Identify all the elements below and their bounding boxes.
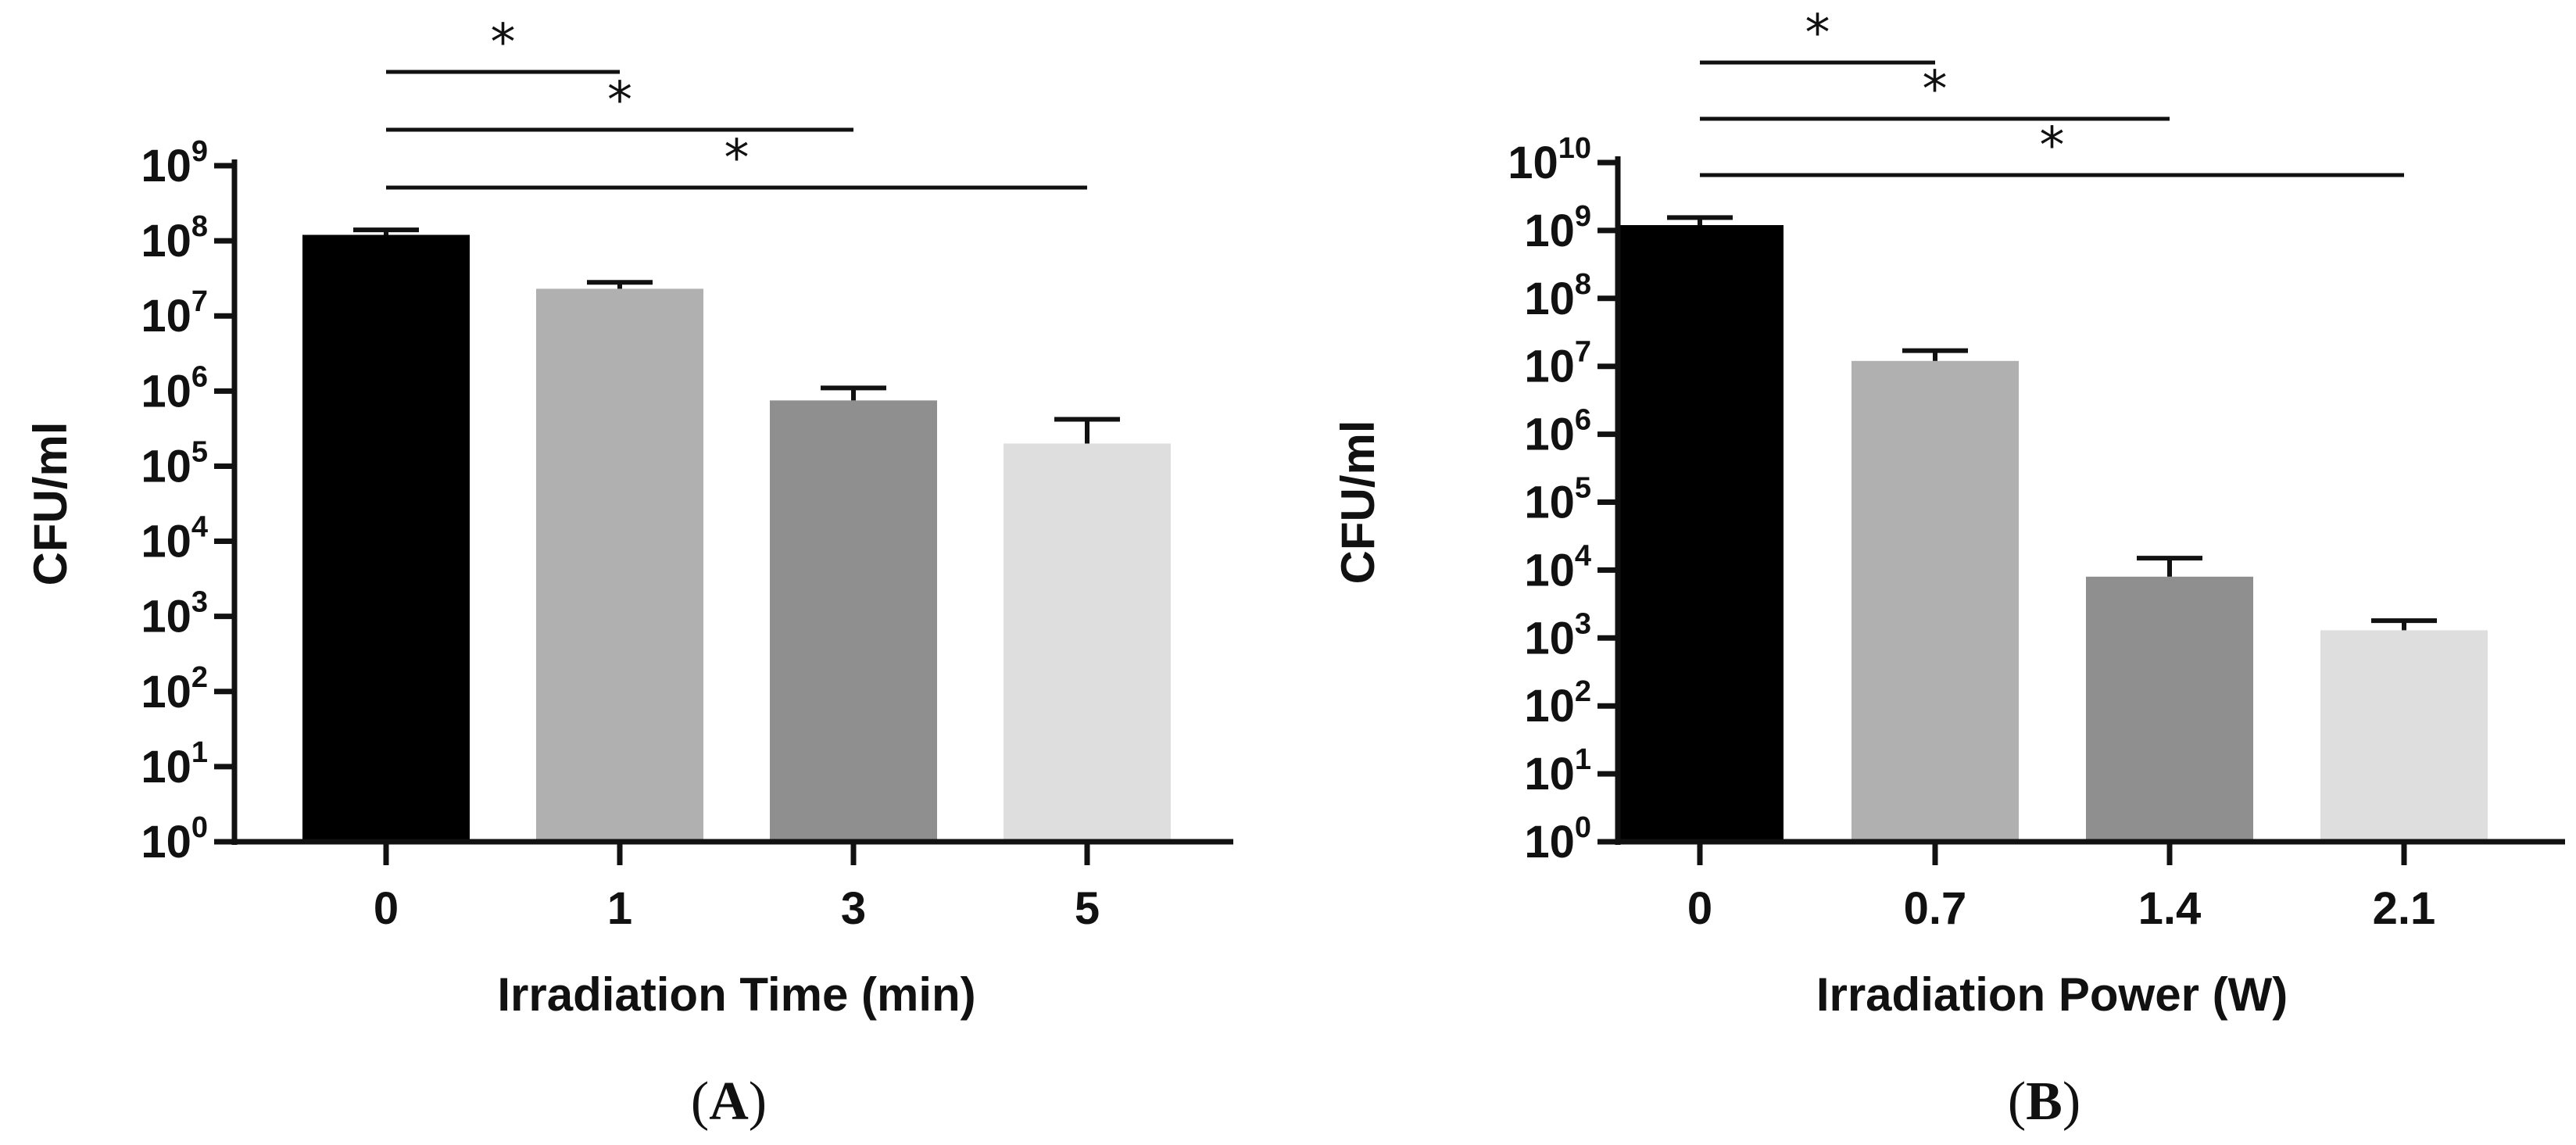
bar-1-4 (2086, 576, 2253, 842)
x-tick-label: 3 (841, 883, 866, 934)
bar-2-1 (2320, 630, 2488, 842)
x-tick-label: 0 (374, 883, 399, 934)
significance-star: * (1923, 61, 1948, 119)
x-axis-title: Irradiation Time (min) (497, 968, 975, 1021)
y-axis-title: CFU/ml (1332, 420, 1384, 585)
y-axis-title: CFU/ml (24, 422, 77, 586)
significance-star: * (1805, 5, 1830, 63)
bar-1 (536, 288, 703, 842)
x-tick-label: 1.4 (2138, 883, 2202, 934)
y-tick-label: 106 (1524, 404, 1591, 460)
significance-star: * (491, 14, 516, 72)
y-tick-label: 101 (1524, 743, 1591, 800)
y-tick-label: 108 (1524, 268, 1591, 324)
y-tick-label: 105 (141, 435, 208, 492)
y-tick-label: 103 (1524, 607, 1591, 664)
y-tick-label: 106 (141, 360, 208, 417)
significance-star: * (607, 72, 632, 130)
y-tick-label: 104 (1524, 539, 1591, 596)
y-tick-label: 1010 (1508, 132, 1591, 188)
significance-star: * (2040, 117, 2065, 175)
significance-star: * (724, 130, 750, 188)
y-tick-label: 104 (141, 511, 208, 567)
y-tick-label: 102 (1524, 675, 1591, 732)
x-axis-title: Irradiation Power (W) (1816, 968, 2288, 1021)
x-tick-label: 1 (607, 883, 632, 934)
y-tick-label: 109 (1524, 200, 1591, 256)
bar-0 (302, 234, 470, 842)
y-tick-label: 108 (141, 210, 208, 267)
bar-0 (1616, 225, 1784, 842)
panel-a: 100 101 102 103 104 105 106 107 108 109 0 1 3 5 Irradi… (24, 14, 1233, 1132)
bar-3 (770, 400, 937, 842)
panel-b: 100 101 102 103 104 105 106 107 108 109 1010 0 0.7 1.… (1332, 5, 2565, 1132)
panel-label: (A) (691, 1072, 767, 1132)
y-tick-label: 103 (141, 586, 208, 642)
bar-5 (1004, 443, 1171, 842)
y-tick-label: 105 (1524, 472, 1591, 528)
y-tick-label: 109 (141, 135, 208, 191)
y-tick-label: 100 (1524, 811, 1591, 868)
y-tick-label: 101 (141, 736, 208, 793)
bar-0-7 (1852, 360, 2019, 842)
panel-label: (B) (2008, 1072, 2080, 1132)
x-tick-label: 2.1 (2373, 883, 2436, 934)
x-tick-label: 5 (1075, 883, 1100, 934)
x-tick-label: 0 (1687, 883, 1712, 934)
y-tick-label: 102 (141, 661, 208, 717)
y-tick-label: 107 (141, 285, 208, 342)
x-tick-label: 0.7 (1904, 883, 1967, 934)
y-tick-label: 100 (141, 811, 208, 868)
y-tick-label: 107 (1524, 336, 1591, 392)
